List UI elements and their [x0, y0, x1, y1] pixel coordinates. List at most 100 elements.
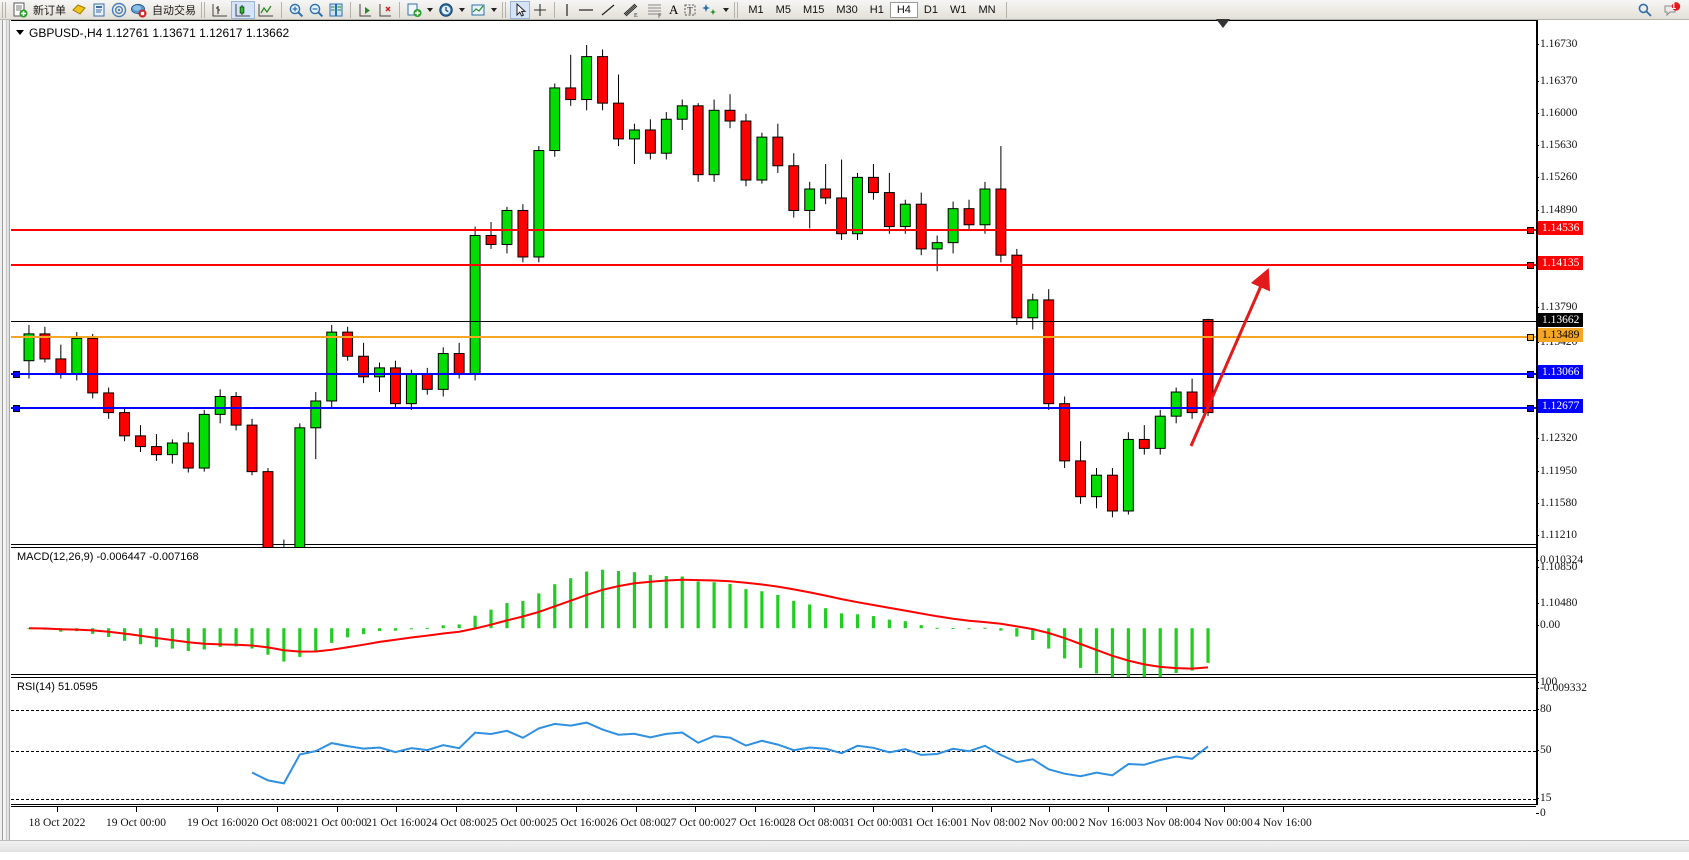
- chart-left-scrollbar[interactable]: [0, 20, 10, 840]
- crosshair-icon: [534, 3, 546, 16]
- shapes-button[interactable]: [700, 1, 720, 19]
- candle-body: [867, 176, 879, 194]
- zoom-out-button[interactable]: [306, 1, 326, 19]
- price-level-label-support-2[interactable]: 1.12677: [1538, 399, 1584, 413]
- chart-title: GBPUSD-,H4 1.12761 1.13671 1.12617 1.136…: [29, 26, 290, 40]
- macd-histogram-bar: [808, 604, 812, 629]
- timeframe-m5[interactable]: M5: [775, 3, 791, 16]
- current-price-line: [11, 321, 1536, 322]
- alerts-button[interactable]: 1: [1661, 1, 1683, 19]
- timeframe-m1[interactable]: M1: [748, 3, 764, 16]
- candle-body: [1091, 474, 1102, 498]
- text-button[interactable]: A: [667, 1, 680, 19]
- vertical-line-button[interactable]: [559, 1, 575, 19]
- time-axis[interactable]: 18 Oct 2022 19 Oct 00:00 19 Oct 16:00 20 Oc…: [11, 806, 1536, 836]
- timeframe-m15[interactable]: M15: [802, 3, 825, 16]
- level-line-resistance-2[interactable]: [11, 262, 1536, 269]
- time-axis-label: 4 Nov 16:00: [1254, 817, 1312, 829]
- candle-body: [772, 136, 784, 167]
- periods-button[interactable]: [436, 1, 456, 19]
- timeframe-h4[interactable]: H4: [889, 1, 918, 18]
- candle-body: [374, 367, 385, 378]
- toolbar-grip-3[interactable]: [502, 1, 508, 18]
- rsi-pane[interactable]: RSI(14) 51.0595: [11, 677, 1536, 805]
- price-level-label-resistance-1[interactable]: 1.14536: [1538, 221, 1584, 235]
- price-pane[interactable]: GBPUSD-,H4 1.12761 1.13671 1.12617 1.136…: [11, 19, 1536, 604]
- macd-histogram-bar: [903, 621, 907, 629]
- auto-scroll-button[interactable]: [375, 1, 395, 19]
- level-line-support-1[interactable]: [11, 371, 1536, 378]
- indicators-button[interactable]: [404, 1, 424, 19]
- timeframe-w1[interactable]: W1: [949, 3, 967, 16]
- price-level-label-pivot[interactable]: 1.13489: [1538, 328, 1584, 342]
- templates-dropdown-icon[interactable]: [491, 7, 497, 12]
- new-order-label[interactable]: 新订单: [33, 4, 66, 17]
- signals-button[interactable]: [109, 1, 129, 19]
- new-order-button[interactable]: [10, 1, 30, 19]
- level-handle[interactable]: [1527, 334, 1534, 341]
- cursor-button[interactable]: [510, 0, 530, 19]
- level-handle[interactable]: [1527, 371, 1534, 378]
- chart-horizontal-scrollbar[interactable]: [0, 840, 1689, 852]
- fibonacci-button[interactable]: F: [643, 1, 667, 19]
- chart-object-marker-icon: [1216, 19, 1230, 28]
- level-line-support-2[interactable]: [11, 405, 1536, 412]
- trendline-button[interactable]: [597, 1, 619, 19]
- candle-body: [1059, 403, 1071, 462]
- chevron-down-icon[interactable]: [16, 30, 24, 35]
- level-line-resistance-1[interactable]: [11, 227, 1536, 234]
- metaeditor-button[interactable]: [89, 1, 109, 19]
- level-handle-left[interactable]: [13, 371, 20, 378]
- bar-chart-button[interactable]: [209, 1, 231, 19]
- level-handle[interactable]: [1527, 227, 1534, 234]
- autotrading-label[interactable]: 自动交易: [152, 4, 196, 17]
- fibonacci-icon: F: [648, 4, 662, 19]
- zoom-in-button[interactable]: [286, 1, 306, 19]
- macd-histogram-bar: [1047, 628, 1051, 649]
- macd-pane[interactable]: MACD(12,26,9) -0.006447 -0.007168: [11, 547, 1536, 680]
- text-label-button[interactable]: T: [680, 1, 700, 19]
- candle-body: [421, 373, 433, 390]
- price-level-label-support-1[interactable]: 1.13066: [1538, 365, 1584, 379]
- candle-body: [692, 105, 704, 176]
- candle-body: [533, 150, 545, 258]
- line-chart-button[interactable]: [255, 1, 277, 19]
- candlestick-chart-button[interactable]: [231, 0, 255, 19]
- clock-icon: [439, 2, 453, 17]
- rsi-level-50: [11, 751, 1536, 752]
- price-level-label-current-price[interactable]: 1.13662: [1538, 313, 1584, 327]
- level-handle[interactable]: [1527, 405, 1534, 412]
- search-button[interactable]: [1635, 1, 1655, 19]
- horizontal-line-button[interactable]: [575, 1, 597, 19]
- rsi-tick: 100: [1535, 676, 1558, 688]
- time-tick-mark: [217, 807, 218, 812]
- expert-advisors-button[interactable]: [69, 1, 89, 19]
- timeframe-mn[interactable]: MN: [978, 3, 996, 16]
- templates-button[interactable]: [468, 1, 488, 19]
- toolbar-grip-4[interactable]: [734, 1, 741, 18]
- crosshair-button[interactable]: [530, 1, 550, 19]
- alerts-badge: 1: [1671, 0, 1677, 11]
- timeframe-m30[interactable]: M30: [836, 3, 858, 16]
- macd-histogram-bar: [361, 628, 366, 635]
- level-line-pivot[interactable]: [11, 334, 1536, 341]
- price-level-label-resistance-2[interactable]: 1.14135: [1538, 256, 1584, 270]
- shapes-dropdown-icon[interactable]: [723, 7, 730, 12]
- chart-shift-button[interactable]: [355, 1, 375, 19]
- autotrading-button[interactable]: [129, 1, 149, 19]
- timeframe-d1[interactable]: D1: [923, 3, 938, 16]
- time-axis-label: 19 Oct 00:00: [105, 817, 167, 829]
- toolbar-grip-2[interactable]: [201, 1, 207, 18]
- price-scale[interactable]: 1.16730 1.16370 1.16000 1.15630 1.15260 1.148…: [1535, 20, 1689, 819]
- time-tick-mark: [814, 807, 815, 812]
- indicators-dropdown-icon[interactable]: [427, 7, 433, 12]
- toolbar-grip[interactable]: [2, 1, 8, 18]
- periods-dropdown-icon[interactable]: [459, 7, 465, 12]
- tile-windows-button[interactable]: [326, 1, 346, 19]
- timeframe-h1[interactable]: H1: [869, 3, 884, 16]
- level-handle[interactable]: [1527, 262, 1534, 269]
- new-order-icon: [13, 2, 28, 17]
- equidistant-channel-button[interactable]: E: [619, 1, 643, 19]
- level-handle-left[interactable]: [13, 405, 20, 412]
- macd-histogram-bar: [457, 624, 461, 629]
